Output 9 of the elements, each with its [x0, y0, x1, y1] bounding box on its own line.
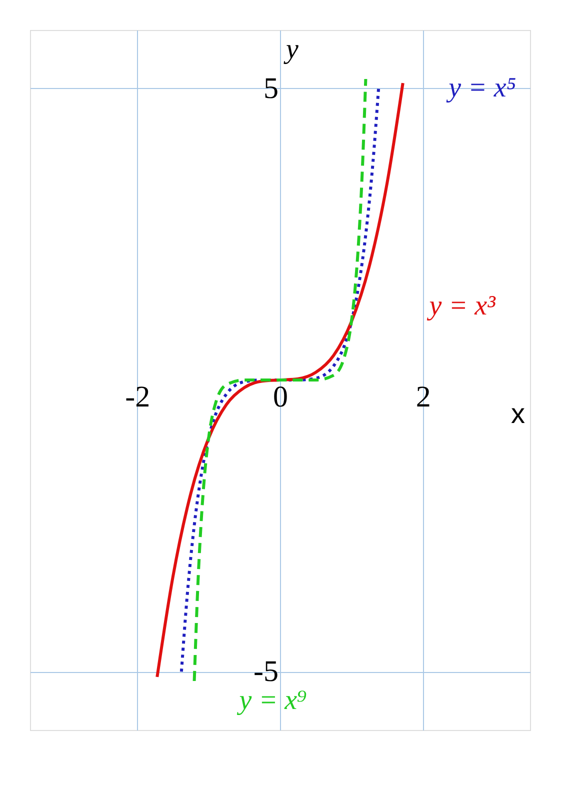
y-axis-title: y	[283, 34, 299, 65]
text: y = x³	[426, 290, 496, 322]
x-axis-title: x	[511, 398, 525, 429]
x-tick-label: -2	[125, 380, 150, 414]
y-tick-label: 5	[264, 72, 278, 105]
line-series	[192, 78, 368, 682]
text: y = x⁵	[446, 72, 516, 104]
x-tick-label: 2	[416, 380, 431, 414]
x-tick-label: 0	[273, 380, 288, 414]
